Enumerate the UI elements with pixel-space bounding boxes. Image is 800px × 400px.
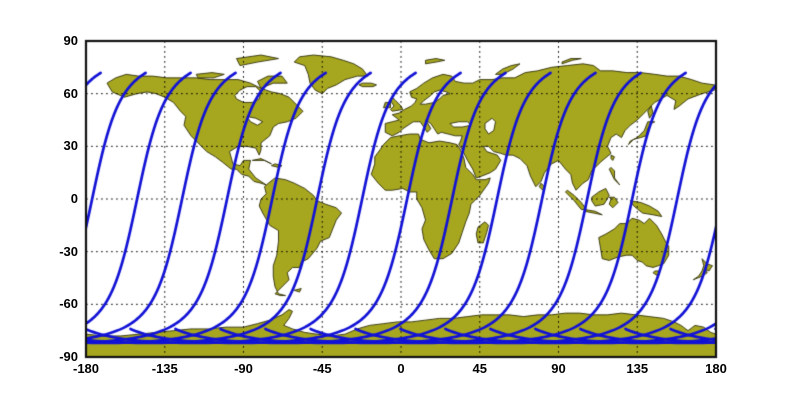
y-tick-label: -60	[59, 296, 78, 312]
y-tick-label: -30	[59, 243, 78, 259]
y-tick-label: 90	[63, 33, 78, 48]
x-tick-label: 0	[397, 361, 405, 376]
x-tick-label: 180	[705, 361, 727, 376]
x-tick-label: 135	[626, 361, 649, 376]
y-tick-label: -90	[59, 349, 78, 364]
y-tick-label: 60	[63, 85, 78, 101]
y-tick-label: 30	[63, 138, 78, 154]
x-tick-label: -180	[72, 361, 100, 376]
x-tick-label: -135	[151, 361, 178, 376]
x-tick-label: -45	[312, 361, 332, 376]
x-tick-label: 45	[472, 361, 487, 376]
y-tick-label: 0	[70, 191, 78, 206]
x-tick-label: -90	[234, 361, 253, 376]
x-tick-label: 90	[551, 361, 566, 376]
